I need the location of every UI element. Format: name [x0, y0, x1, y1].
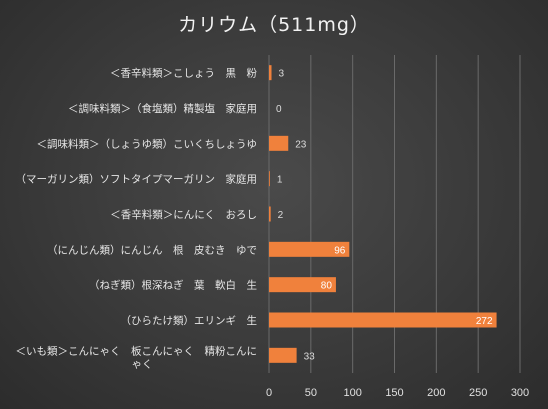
data-label: 96 [334, 245, 346, 256]
category-label: ＜いも類＞こんにゃく 板こんにゃく 精粉こんに [16, 344, 258, 357]
x-tick-label: 200 [427, 387, 445, 399]
data-label: 33 [304, 351, 316, 362]
bar [269, 241, 350, 257]
bar [269, 135, 289, 151]
bars: 3 0 23 1 2 96 80 272 33 [269, 65, 497, 363]
data-label: 0 [276, 104, 282, 115]
category-label: （ひらたけ類）エリンギ 生 [121, 314, 258, 327]
bar [269, 277, 336, 293]
bar [269, 171, 270, 187]
x-tick-label: 50 [305, 387, 317, 399]
bar [269, 347, 297, 363]
x-tick-label: 250 [469, 387, 487, 399]
x-tick-label: 300 [511, 387, 529, 399]
data-label: 272 [476, 316, 493, 327]
category-labels: ＜香辛料類＞こしょう 黒 粉 ＜調味料類＞（食塩類）精製塩 家庭用 ＜調味料類＞（し… [16, 67, 258, 371]
bar [269, 206, 271, 222]
data-label: 80 [321, 281, 333, 292]
bar [269, 65, 272, 81]
data-label: 3 [279, 69, 285, 80]
data-label: 2 [278, 210, 284, 221]
category-label: （ねぎ類）根深ねぎ 葉 軟白 生 [89, 279, 257, 292]
x-tick-label: 0 [266, 387, 272, 399]
x-tick-label: 150 [385, 387, 403, 399]
category-label: （にんじん類）にんじん 根 皮むき ゆで [47, 243, 257, 256]
category-label: ＜香辛料類＞にんにく おろし [110, 208, 257, 221]
x-tick-label: 100 [343, 387, 361, 399]
data-label: 1 [277, 175, 283, 186]
category-label: （マーガリン類）ソフトタイプマーガリン 家庭用 [16, 173, 258, 186]
category-label: ＜調味料類＞（食塩類）精製塩 家庭用 [68, 102, 257, 115]
category-label: ＜調味料類＞（しょうゆ類）こいくちしょうゆ [37, 137, 258, 150]
category-label-continued: ゃく [132, 358, 153, 370]
data-label: 23 [295, 139, 307, 150]
x-axis-ticks: 0 50 100 150 200 250 300 [266, 387, 529, 399]
category-label: ＜香辛料類＞こしょう 黒 粉 [110, 67, 257, 80]
bar [269, 312, 497, 328]
chart-title: カリウム（511mg） [178, 14, 370, 36]
